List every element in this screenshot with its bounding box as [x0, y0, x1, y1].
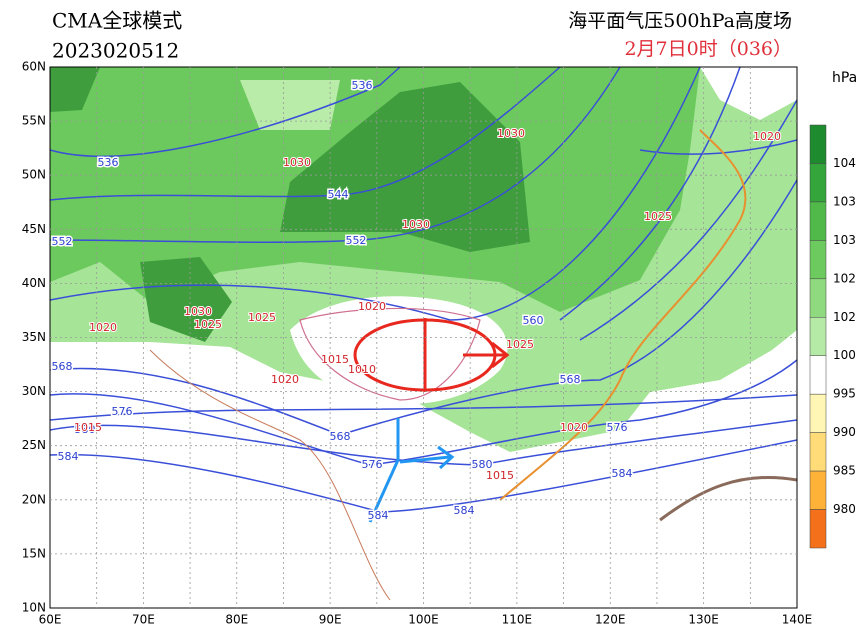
lon-label: 70E: [132, 613, 155, 627]
colorbar-label: 102: [833, 310, 856, 324]
lat-label: 60N: [22, 60, 46, 74]
annotations: [353, 318, 510, 523]
lat-label: 15N: [22, 546, 46, 560]
lon-label: 80E: [225, 613, 248, 627]
height-label: 552: [52, 235, 73, 248]
colorbar-segment: [809, 509, 827, 549]
pressure-label: 1015: [321, 353, 349, 366]
pressure-label: 1020: [358, 300, 386, 313]
height-label: 576: [112, 405, 133, 418]
model-name: CMA全球模式: [52, 9, 182, 33]
pressure-label: 1030: [283, 156, 311, 169]
colorbar-segment: [809, 278, 827, 318]
colorbar-label: 980: [833, 502, 856, 516]
colorbar-label: 104: [833, 156, 856, 170]
pressure-label: 1010: [348, 363, 376, 376]
height-label: 584: [454, 504, 475, 517]
colorbar-segment: [809, 124, 827, 164]
lon-label: 110E: [502, 613, 533, 627]
lat-label: 30N: [22, 384, 46, 398]
height-label: 580: [472, 458, 493, 471]
lon-label: 140E: [782, 613, 813, 627]
colorbar-label: 103: [833, 194, 856, 208]
pressure-label: 1015: [74, 421, 102, 434]
lon-label: 100E: [408, 613, 439, 627]
lon-label: 120E: [595, 613, 626, 627]
coastlines: [149, 129, 798, 601]
colorbar-segment: [809, 355, 827, 395]
height-label: 568: [52, 360, 73, 373]
lat-label: 40N: [22, 276, 46, 290]
lat-label: 10N: [22, 601, 46, 615]
colorbar-segment: [809, 201, 827, 241]
pressure-label: 1025: [248, 311, 276, 324]
height-label: 576: [362, 458, 383, 471]
colorbar-label: 990: [833, 425, 856, 439]
colorbar-segment: [809, 317, 827, 356]
colorbar-label: 102: [833, 271, 856, 285]
colorbar-label: 100: [833, 348, 856, 362]
height-label: 544: [328, 188, 349, 201]
colorbar-segment: [809, 163, 827, 203]
colorbar-segment: [809, 393, 827, 433]
pressure-label: 1020: [89, 321, 117, 334]
pressure-label: 1020: [271, 373, 299, 386]
map-title: 海平面气压500hPa高度场: [568, 10, 792, 32]
pressure-label: 1025: [194, 318, 222, 331]
colorbar-label: 103: [833, 233, 856, 247]
pressure-label: 1025: [506, 338, 534, 351]
pressure-label: 1030: [497, 127, 525, 140]
colorbar-segment: [809, 240, 827, 280]
height-label: 552: [346, 234, 367, 247]
colorbar-label: 985: [833, 464, 856, 478]
lon-label: 90E: [319, 613, 342, 627]
height-label: 576: [607, 421, 628, 434]
height-label: 580: [75, 423, 96, 436]
lat-label: 35N: [22, 330, 46, 344]
height-label: 584: [612, 467, 633, 480]
lat-label: 45N: [22, 222, 46, 236]
lat-label: 50N: [22, 168, 46, 182]
pressure-label: 1030: [184, 305, 212, 318]
lat-label: 55N: [22, 114, 46, 128]
colorbar-segment: [809, 470, 827, 510]
height-label: 568: [330, 430, 351, 443]
pressure-label: 1020: [753, 130, 781, 143]
lon-label: 130E: [688, 613, 719, 627]
height-label: 584: [58, 450, 79, 463]
lat-label: 25N: [22, 438, 46, 452]
height-label: 560: [523, 314, 544, 327]
height-label: 568: [560, 373, 581, 386]
colorbar-unit: hPa: [832, 70, 857, 86]
lon-label: 60E: [39, 613, 62, 627]
height-label: 536: [98, 156, 119, 169]
colorbar-label: 995: [833, 387, 856, 401]
height-label: 536: [352, 79, 373, 92]
colorbar-segment: [809, 432, 827, 472]
height-label: 584: [368, 509, 389, 522]
contours: [49, 66, 798, 513]
pressure-label: 1020: [560, 421, 588, 434]
valid-time: 2月7日0时（036）: [624, 38, 792, 60]
lat-label: 20N: [22, 492, 46, 506]
pressure-label: 1015: [486, 469, 514, 482]
pressure-label: 1025: [644, 210, 672, 223]
run-time: 2023020512: [52, 39, 179, 63]
pressure-label: 1030: [402, 218, 430, 231]
